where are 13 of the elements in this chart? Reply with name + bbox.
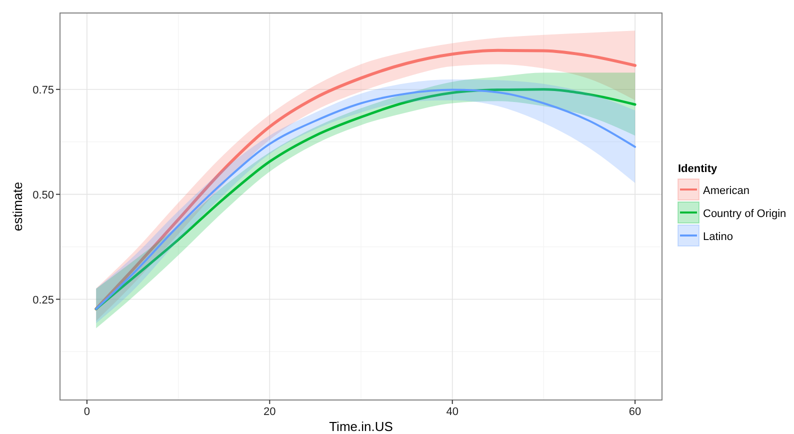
legend-title: Identity — [678, 163, 718, 175]
x-tick-label: 40 — [446, 406, 458, 418]
x-axis-title: Time.in.US — [329, 419, 394, 434]
y-axis-title: estimate — [10, 182, 25, 232]
x-tick-label: 0 — [84, 406, 90, 418]
legend-label: Latino — [703, 231, 733, 243]
x-tick-label: 20 — [264, 406, 276, 418]
legend-label: Country of Origin — [703, 208, 786, 220]
y-tick-label: 0.25 — [32, 294, 54, 306]
legend-label: American — [703, 185, 750, 197]
x-tick-label: 60 — [628, 406, 642, 418]
y-tick-label: 0.75 — [32, 84, 54, 96]
y-tick-label: 0.50 — [32, 189, 54, 202]
